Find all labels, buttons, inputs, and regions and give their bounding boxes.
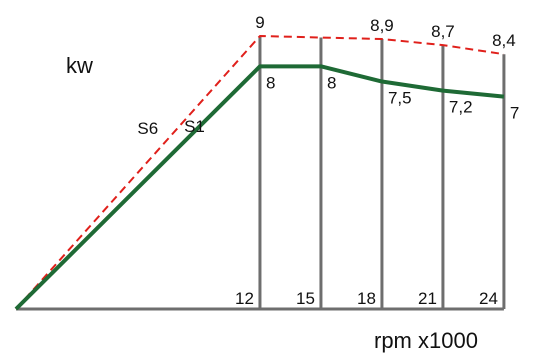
data-label-s6-21: 8,7	[431, 22, 455, 41]
data-label-s6-12: 9	[255, 13, 264, 32]
data-labels: 12 15 18 21 24 S6 S1 9 8,9 8,7 8,4 8 8 7,5 7,2 7	[137, 13, 519, 308]
x-axis-label: rpm x1000	[374, 328, 478, 353]
y-unit-label: kw	[66, 53, 93, 78]
series-lines	[14, 35, 505, 311]
series-name-label-s1: S1	[184, 117, 205, 136]
x-tick-label-21: 21	[418, 289, 437, 308]
x-tick-label-18: 18	[357, 289, 376, 308]
series-name-label-s6: S6	[137, 119, 158, 138]
series-line-s6	[15, 35, 505, 310]
data-label-s1-24: 7	[510, 104, 519, 123]
data-label-s1-21: 7,2	[449, 98, 473, 117]
data-label-s1-12: 8	[266, 73, 275, 92]
data-label-s1-18: 7,5	[388, 89, 412, 108]
data-label-s6-18: 8,9	[370, 16, 394, 35]
data-label-s6-24: 8,4	[492, 31, 516, 50]
x-tick-label-15: 15	[296, 289, 315, 308]
series-line-s1	[14, 64, 505, 311]
data-label-s1-15: 8	[327, 73, 336, 92]
x-tick-label-24: 24	[479, 289, 498, 308]
x-tick-label-12: 12	[235, 289, 254, 308]
grid-lines	[16, 36, 506, 311]
